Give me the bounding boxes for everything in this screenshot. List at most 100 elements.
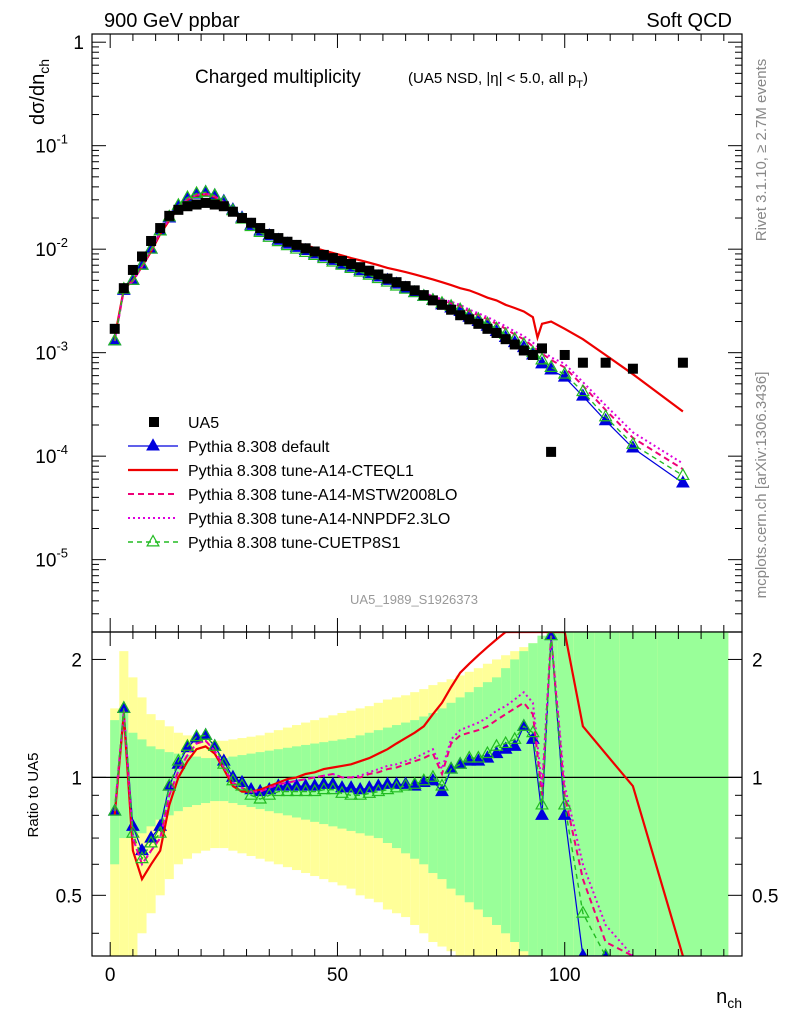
band-green-4 xyxy=(146,746,156,827)
ratio-point-4-1 xyxy=(116,700,131,713)
ratio-point-4-17 xyxy=(262,787,277,800)
ratio-point-0-42 xyxy=(489,745,504,759)
legend-label-4: Pythia 8.308 tune-A14-NNPDF2.3LO xyxy=(188,511,450,528)
ua5-point-53 xyxy=(677,357,688,368)
series-point-5-50 xyxy=(576,383,590,397)
ratio-point-4-0 xyxy=(107,803,122,816)
ratio-ytick-label-right-1: 1 xyxy=(752,768,763,789)
ua5-point-3 xyxy=(137,251,147,262)
ratio-point-4-7 xyxy=(171,753,186,766)
ratio-point-4-27 xyxy=(353,787,368,800)
ua5-point-14 xyxy=(237,213,247,224)
ratio-ytick-label-right-2: 2 xyxy=(752,650,763,671)
series-point-5-10 xyxy=(198,184,213,197)
ua5-point-43 xyxy=(500,334,511,345)
series-point-5-4 xyxy=(144,241,158,254)
ua5-point-7 xyxy=(173,204,184,215)
band-green-41 xyxy=(482,682,492,918)
ratio-point-4-15 xyxy=(244,787,258,800)
ua5-point-12 xyxy=(218,201,229,212)
ua5-point-16 xyxy=(255,223,266,234)
ua5-point-25 xyxy=(337,255,347,266)
legend-label-5: Pythia 8.308 tune-CUETP8S1 xyxy=(188,535,401,552)
ratio-ytick-label-left-0: 0.5 xyxy=(56,886,82,907)
main-panel: 10-510-410-310-210-11 Charged multiplici… xyxy=(27,33,743,633)
ratio-point-4-38 xyxy=(453,756,468,769)
band-green-16 xyxy=(255,752,265,810)
legend-label-2: Pythia 8.308 tune-A14-CTEQL1 xyxy=(188,463,414,480)
ratio-point-4-50 xyxy=(576,905,590,918)
legend-label-3: Pythia 8.308 tune-A14-MSTW2008LO xyxy=(188,487,457,504)
band-green-48 xyxy=(546,632,558,956)
ua5-point-19 xyxy=(282,236,293,247)
ua5-point-15 xyxy=(246,217,257,228)
ua5-point-35 xyxy=(427,295,438,306)
band-green-51 xyxy=(594,632,620,956)
ratio-point-0-26 xyxy=(344,780,358,793)
band-green-35 xyxy=(428,712,438,874)
ratio-point-4-42 xyxy=(489,738,504,751)
ua5-point-42 xyxy=(491,327,502,338)
ratio-panel: 0.5 0.51 12 20 50 100 Ratio to UA5 nch xyxy=(25,631,778,1011)
band-green-2 xyxy=(128,732,138,839)
ratio-point-4-3 xyxy=(135,850,149,864)
ratio-point-4-20 xyxy=(289,783,304,797)
ratio-xtick-label-0: 0 xyxy=(105,965,116,986)
ratio-line-3 xyxy=(113,635,634,956)
ratio-point-0-49 xyxy=(557,807,572,820)
ratio-ytick-label-right-0: 0.5 xyxy=(752,886,778,907)
ratio-point-4-12 xyxy=(216,756,231,769)
band-green-3 xyxy=(137,739,147,834)
band-green-12 xyxy=(219,758,229,802)
ratio-marks xyxy=(92,632,742,956)
series-point-5-2 xyxy=(126,272,140,285)
ratio-point-4-13 xyxy=(226,773,240,786)
ratio-axes: 0.5 0.5 1 1 2 2 0 50 100 xyxy=(56,631,778,986)
series-point-1-50 xyxy=(576,388,590,401)
series-point-5-11 xyxy=(207,187,222,201)
ua5-point-36 xyxy=(437,299,447,310)
ua5-point-48 xyxy=(546,446,557,457)
ratio-point-4-28 xyxy=(362,785,377,798)
ua5-point-10 xyxy=(200,197,211,208)
ratio-point-4-21 xyxy=(298,783,313,797)
ratio-line-2 xyxy=(113,635,634,956)
band-green-0 xyxy=(110,720,120,865)
ua5-point-0 xyxy=(109,323,120,334)
ratio-point-4-5 xyxy=(153,825,168,838)
main-axes: 10-510-410-310-210-11 xyxy=(35,33,743,633)
ua5-point-46 xyxy=(527,349,538,360)
ratio-point-4-19 xyxy=(280,783,295,797)
legend-label-0: UA5 xyxy=(188,415,219,432)
header-right: Soft QCD xyxy=(646,10,732,32)
ua5-point-17 xyxy=(264,229,275,240)
ua5-point-31 xyxy=(391,277,402,288)
ratio-point-4-25 xyxy=(335,785,349,798)
ua5-point-28 xyxy=(364,265,375,276)
ua5-point-21 xyxy=(300,243,311,254)
ua5-point-49 xyxy=(559,349,570,360)
ratio-xtick-label-2: 100 xyxy=(549,965,581,986)
ua5-point-30 xyxy=(382,273,393,284)
ratio-point-4-23 xyxy=(316,781,331,795)
band-green-39 xyxy=(464,692,474,903)
main-ytick-exp-1: -4 xyxy=(56,442,68,457)
ratio-point-4-34 xyxy=(416,773,431,786)
main-ytick-label-5: 1 xyxy=(73,33,84,54)
main-ytick-exp-4: -1 xyxy=(56,132,68,147)
series-point-5-53 xyxy=(676,467,690,481)
main-ytick-exp-0: -5 xyxy=(56,546,68,561)
ratio-point-0-47 xyxy=(535,807,549,820)
ua5-point-5 xyxy=(155,223,166,234)
ratio-point-4-39 xyxy=(462,750,477,763)
ua5-point-1 xyxy=(118,283,129,294)
band-green-7 xyxy=(173,753,183,812)
band-green-49 xyxy=(557,632,574,956)
band-green-45 xyxy=(519,651,529,952)
ratio-point-4-49 xyxy=(557,797,572,810)
ua5-point-4 xyxy=(146,235,157,246)
ratio-point-4-36 xyxy=(435,778,449,791)
series-point-1-53 xyxy=(676,475,690,488)
ratio-point-4-33 xyxy=(407,776,422,789)
ua5-point-40 xyxy=(473,318,484,329)
